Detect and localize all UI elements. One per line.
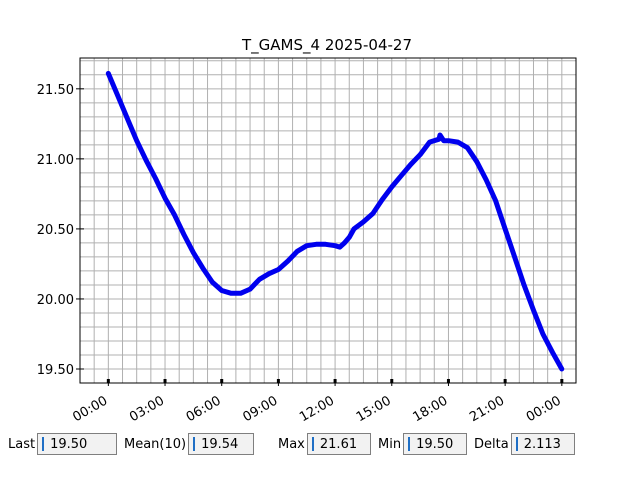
x-tick-label: 18:00 bbox=[411, 393, 451, 425]
axis-ticks bbox=[76, 88, 564, 386]
stat-min-label: Min bbox=[378, 436, 402, 452]
y-tick-label: 19.50 bbox=[37, 363, 74, 378]
series-layer bbox=[105, 70, 565, 372]
stat-mean: Mean(10) 19.54 bbox=[124, 432, 255, 456]
text-cursor-icon bbox=[42, 437, 45, 451]
stat-max-field[interactable]: 21.61 bbox=[306, 433, 371, 455]
stat-delta-field[interactable]: 2.113 bbox=[510, 433, 575, 455]
y-tick-label: 21.50 bbox=[37, 83, 74, 98]
stat-delta-label: Delta bbox=[474, 436, 509, 452]
stat-last: Last 19.50 bbox=[8, 432, 118, 456]
stat-max: Max 21.61 bbox=[278, 432, 371, 456]
chart-title: T_GAMS_4 2025-04-27 bbox=[241, 36, 412, 55]
stat-delta-value: 2.113 bbox=[523, 436, 561, 452]
stat-max-value: 21.61 bbox=[319, 436, 358, 452]
x-tick-label: 21:00 bbox=[467, 393, 507, 425]
x-axis-tick-labels: 00:00 03:00 06:00 09:00 12:00 15:00 18:00 21:00… bbox=[70, 393, 563, 425]
series-line bbox=[105, 70, 565, 372]
stat-mean-label: Mean(10) bbox=[124, 436, 187, 452]
grid bbox=[79, 58, 577, 384]
stat-mean-field[interactable]: 19.54 bbox=[188, 433, 255, 455]
plot-frame bbox=[79, 57, 577, 384]
stat-min-value: 19.50 bbox=[416, 436, 454, 452]
stat-min: Min 19.50 bbox=[378, 432, 468, 456]
line-chart: T_GAMS_4 2025-04-27 19.50 20.00 20.50 21.00… bbox=[37, 36, 577, 425]
stat-last-field[interactable]: 19.50 bbox=[37, 433, 118, 455]
y-axis-tick-labels: 19.50 20.00 20.50 21.00 21.50 bbox=[37, 83, 74, 378]
y-tick-label: 20.00 bbox=[37, 293, 74, 308]
stat-delta: Delta 2.113 bbox=[474, 432, 575, 456]
text-cursor-icon bbox=[515, 437, 518, 451]
text-cursor-icon bbox=[193, 437, 196, 451]
stat-mean-value: 19.54 bbox=[201, 436, 239, 452]
x-tick-label: 15:00 bbox=[354, 393, 394, 425]
y-tick-label: 21.00 bbox=[37, 153, 74, 168]
x-tick-label: 06:00 bbox=[184, 393, 224, 425]
text-cursor-icon bbox=[408, 437, 411, 451]
stat-max-label: Max bbox=[278, 436, 305, 452]
y-tick-label: 20.50 bbox=[37, 223, 74, 238]
x-tick-label: 00:00 bbox=[70, 393, 110, 425]
x-tick-label: 00:00 bbox=[524, 393, 564, 425]
x-tick-label: 12:00 bbox=[297, 393, 337, 425]
stat-last-value: 19.50 bbox=[50, 436, 88, 452]
stat-last-label: Last bbox=[8, 436, 36, 452]
stat-min-field[interactable]: 19.50 bbox=[403, 433, 468, 455]
text-cursor-icon bbox=[311, 437, 314, 451]
x-tick-label: 09:00 bbox=[240, 393, 280, 425]
x-tick-label: 03:00 bbox=[127, 393, 167, 425]
